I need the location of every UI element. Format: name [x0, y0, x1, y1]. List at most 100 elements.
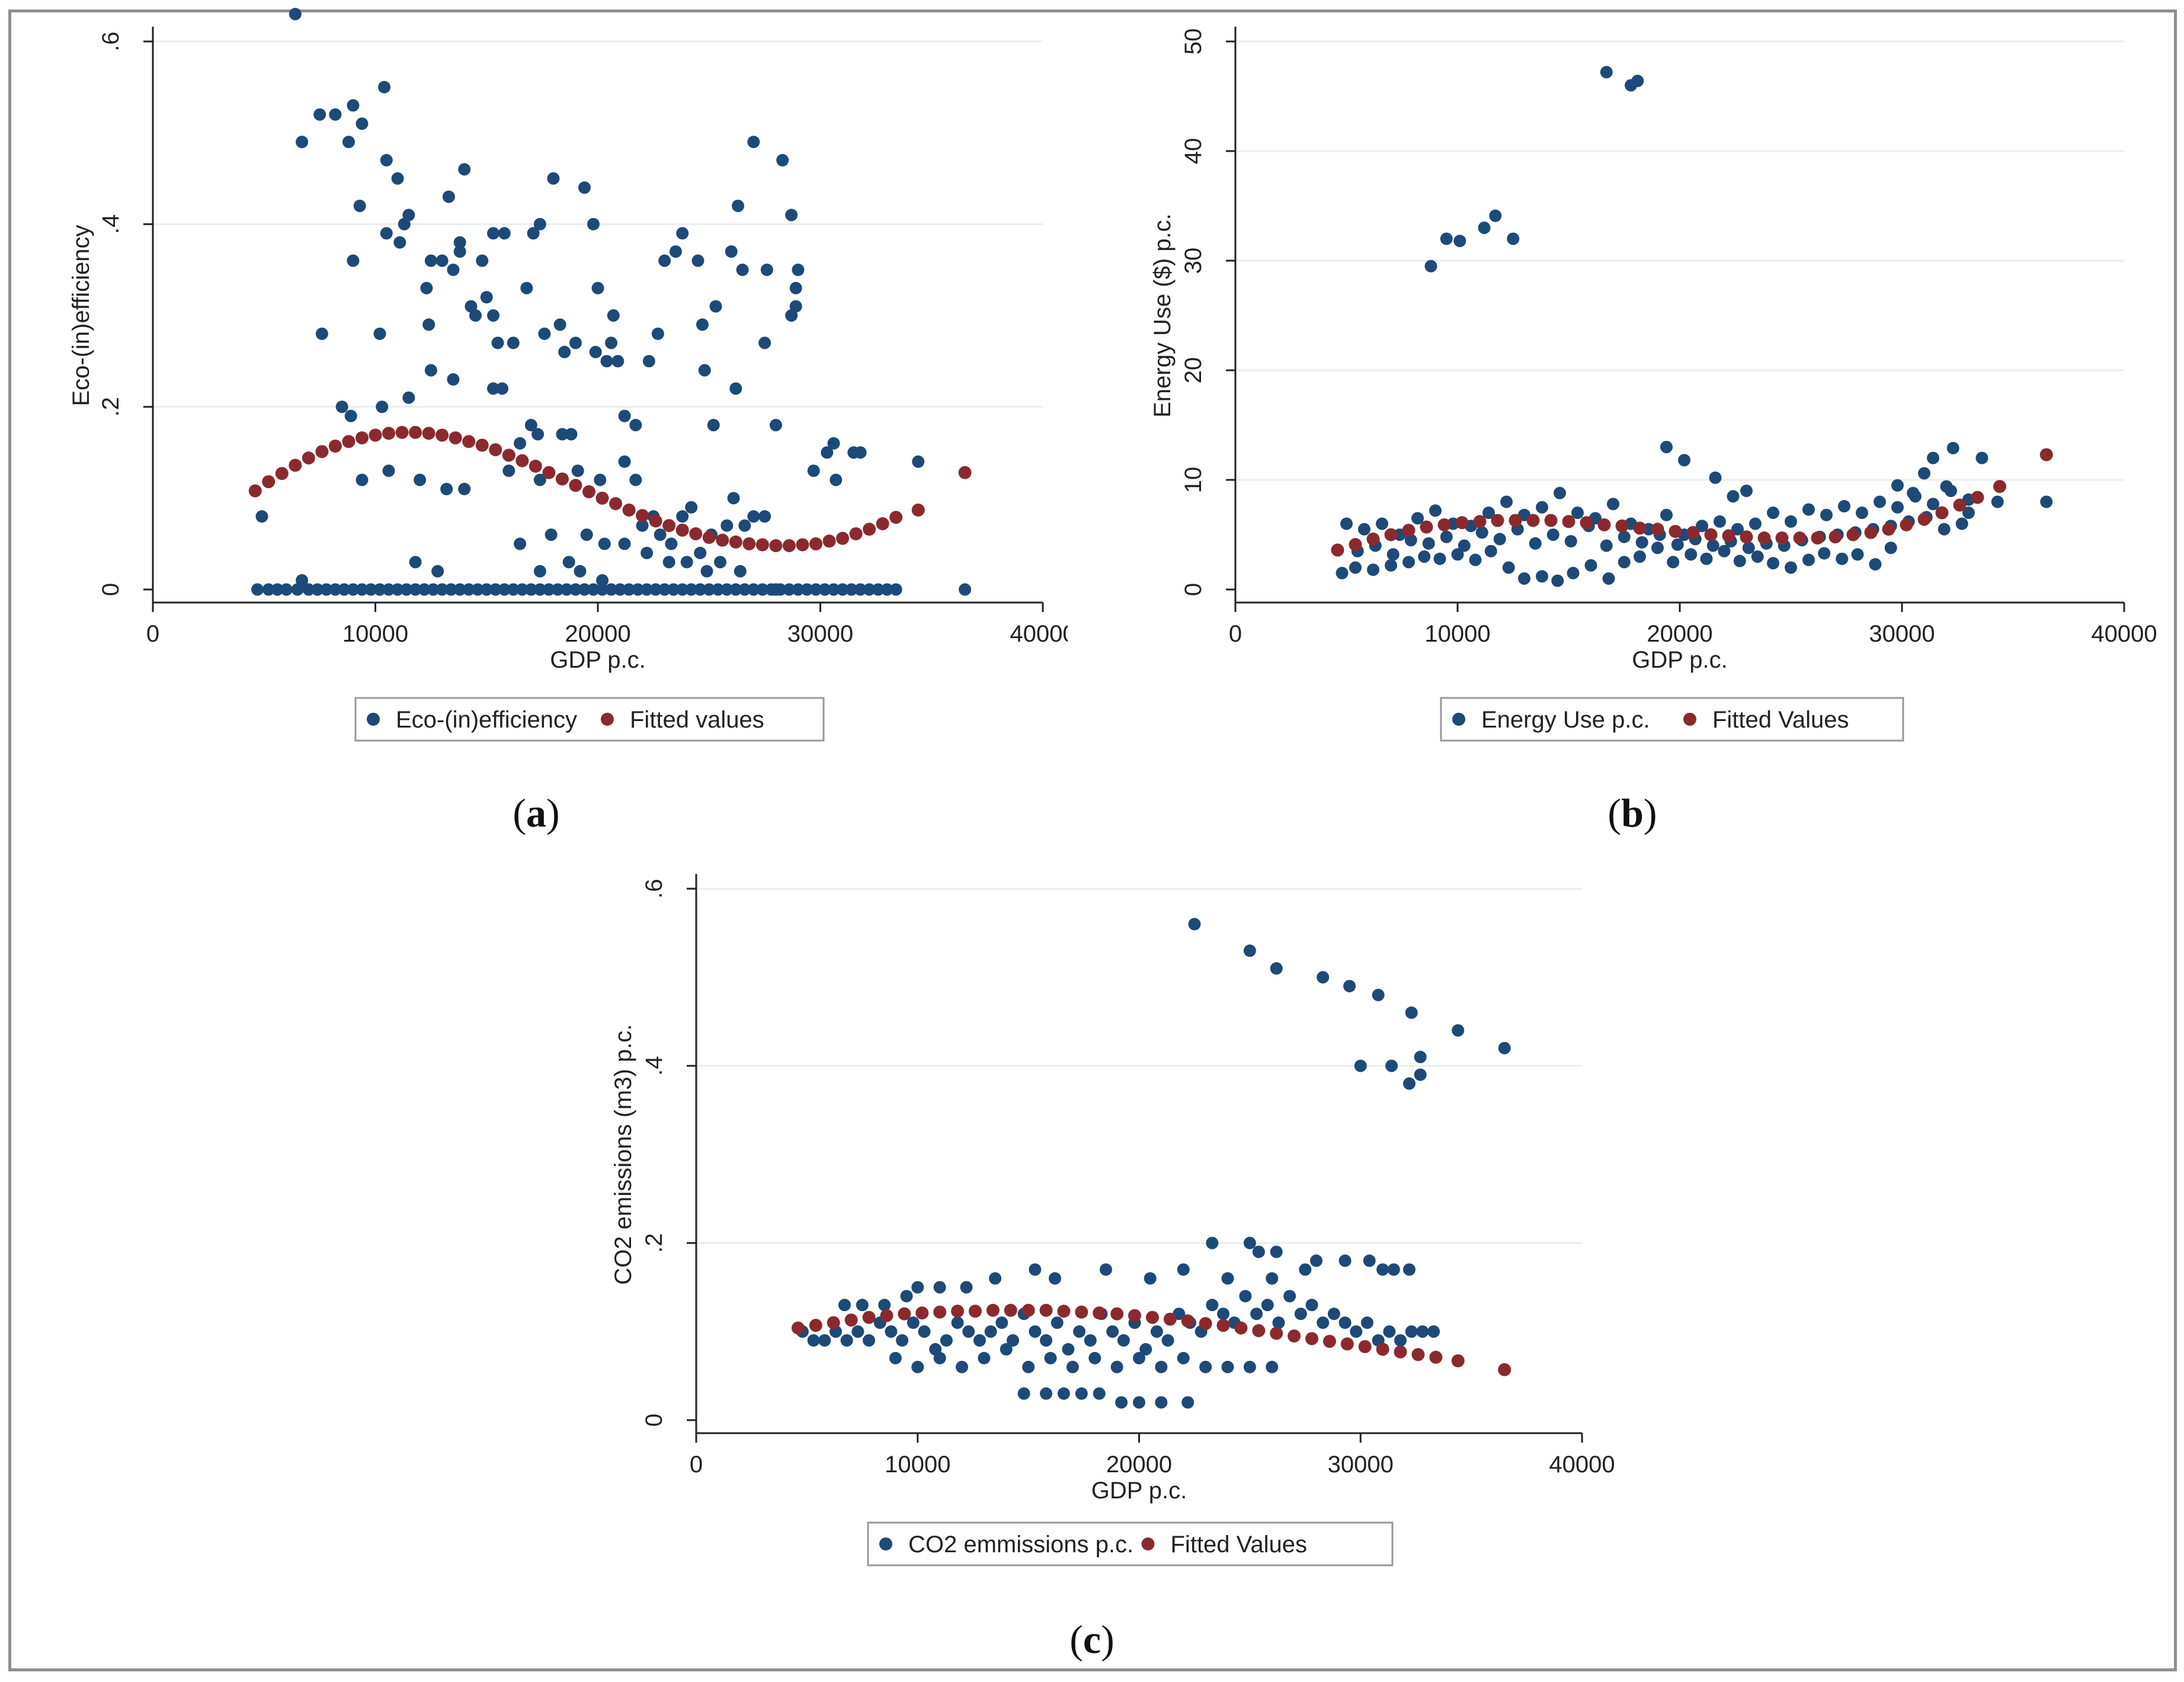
observed-data-point [571, 464, 584, 478]
observed-data-point [863, 1334, 876, 1347]
observed-data-point [1376, 517, 1388, 530]
fitted-value-point [1216, 1319, 1230, 1332]
y-tick-label: 30 [1180, 248, 1206, 274]
legend-box [354, 697, 825, 742]
fitted-value-point [502, 448, 515, 462]
observed-data-point [960, 1281, 973, 1294]
observed-data-point [736, 263, 749, 276]
observed-data-point [424, 364, 437, 377]
observed-data-point [789, 281, 802, 294]
fitted-value-point [1953, 498, 1967, 512]
observed-data-point [1584, 559, 1597, 572]
observed-data-point [1133, 1396, 1145, 1409]
observed-data-point [453, 583, 466, 596]
observed-data-point [760, 263, 773, 276]
observed-data-point [756, 583, 769, 596]
observed-data-point [696, 318, 709, 331]
fitted-value-point [915, 1306, 929, 1320]
observed-data-point [289, 8, 302, 21]
observed-data-point [1217, 1308, 1230, 1321]
observed-data-point [1161, 1334, 1174, 1347]
x-tick-label: 40000 [1549, 1452, 1615, 1478]
fitted-value-point [1305, 1332, 1319, 1345]
fitted-value-point [1004, 1303, 1017, 1317]
observed-data-point [1188, 918, 1201, 931]
observed-data-point [1115, 1396, 1128, 1409]
observed-data-point [911, 1281, 924, 1294]
observed-data-point [1360, 1316, 1373, 1329]
observed-data-point [431, 565, 444, 578]
fitted-value-point [262, 475, 276, 489]
observed-data-point [1600, 66, 1613, 79]
fitted-value-point [636, 509, 649, 523]
x-tick-label: 30000 [1869, 621, 1935, 647]
observed-data-point [714, 556, 727, 569]
observed-data-point [1440, 232, 1453, 245]
observed-data-point [329, 108, 342, 121]
observed-data-point [507, 583, 520, 596]
observed-data-point [694, 583, 707, 596]
fitted-value-point [863, 523, 876, 536]
legend-marker [367, 713, 380, 726]
observed-data-point [758, 510, 771, 523]
fitted-value-point [1686, 526, 1700, 539]
observed-data-point [703, 583, 716, 596]
observed-data-point [476, 254, 489, 267]
legend-label: Fitted values [630, 707, 764, 733]
observed-data-point [1631, 75, 1644, 88]
observed-data-point [344, 409, 357, 422]
observed-data-point [959, 583, 972, 596]
observed-data-point [1418, 550, 1431, 563]
caption-close-paren: ) [1644, 790, 1657, 835]
fitted-value-point [911, 503, 925, 517]
fitted-value-point [1437, 518, 1451, 531]
fitted-value-point [1252, 1324, 1266, 1338]
observed-data-point [1927, 498, 1939, 511]
observed-data-point [694, 546, 707, 559]
caption-letter: b [1621, 790, 1644, 835]
fitted-value-point [1993, 480, 2006, 494]
fitted-value-point [1633, 521, 1647, 535]
fitted-value-point [827, 1316, 840, 1329]
observed-data-point [1536, 570, 1548, 583]
observed-data-point [373, 327, 386, 340]
observed-data-point [1404, 534, 1417, 547]
caption-open-paren: ( [1607, 790, 1621, 835]
fitted-value-point [1402, 524, 1416, 537]
observed-data-point [872, 583, 885, 596]
observed-data-point [676, 227, 689, 240]
observed-data-point [1709, 471, 1722, 484]
observed-data-point [1918, 467, 1930, 480]
fitted-value-point [791, 1321, 805, 1335]
observed-data-point [845, 583, 858, 596]
observed-data-point [1696, 520, 1708, 533]
observed-data-point [1700, 552, 1713, 565]
observed-data-point [1363, 1254, 1376, 1267]
observed-data-point [533, 217, 546, 230]
observed-data-point [676, 510, 689, 523]
observed-data-point [1177, 1263, 1190, 1276]
observed-data-point [514, 437, 527, 450]
fitted-value-point [1451, 1354, 1465, 1367]
observed-data-point [329, 583, 342, 596]
observed-data-point [1317, 1316, 1330, 1329]
fitted-value-point [582, 485, 595, 499]
observed-data-point [973, 1334, 986, 1347]
observed-data-point [1546, 528, 1559, 541]
observed-data-point [1340, 517, 1353, 530]
observed-data-point [669, 245, 682, 258]
observed-data-point [1062, 1343, 1075, 1356]
observed-data-point [1073, 1325, 1086, 1338]
observed-data-point [302, 583, 315, 596]
observed-data-point [729, 583, 742, 596]
fitted-value-point [1846, 528, 1860, 542]
observed-data-point [524, 583, 537, 596]
x-tick-label: 20000 [1647, 621, 1712, 647]
observed-data-point [533, 473, 546, 486]
observed-data-point [1358, 523, 1370, 536]
fitted-value-point [1651, 523, 1664, 536]
fitted-value-point [986, 1303, 1000, 1317]
panel-b: 0 10 20 30 40 50 0 10000 20000 30000 40000 GDP p.c.… [1068, 17, 2157, 835]
legend-box [1440, 697, 1904, 742]
fitted-value-point [809, 537, 822, 550]
